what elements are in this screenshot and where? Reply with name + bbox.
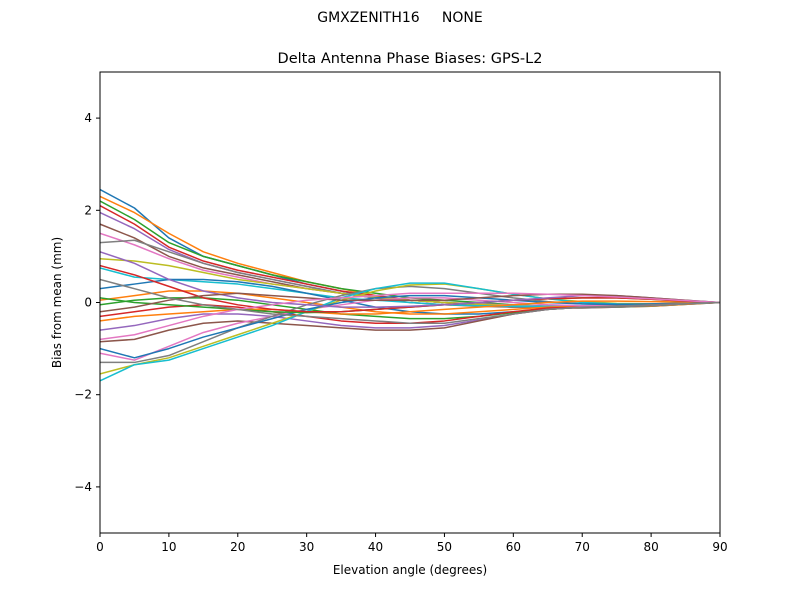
x-tick-label: 80 (643, 540, 658, 554)
x-tick-label: 30 (299, 540, 314, 554)
series-line-21 (100, 294, 720, 359)
x-tick-label: 20 (230, 540, 245, 554)
x-tick-label: 70 (575, 540, 590, 554)
y-axis-ticks: −4 −2 0 2 4 (74, 111, 100, 494)
y-tick-label: −4 (74, 480, 92, 494)
y-axis-label: Bias from mean (mm) (50, 237, 64, 368)
x-tick-label: 50 (437, 540, 452, 554)
series-line-28 (100, 278, 720, 324)
series-lines (100, 188, 720, 382)
figure-suptitle: GMXZENITH16 NONE (317, 10, 483, 26)
x-tick-label: 10 (161, 540, 176, 554)
x-tick-label: 0 (96, 540, 104, 554)
y-tick-label: 2 (84, 203, 92, 217)
y-tick-label: 4 (84, 111, 92, 125)
series-line-27 (100, 292, 720, 341)
chart-title: Delta Antenna Phase Biases: GPS-L2 (278, 51, 543, 67)
x-axis-label: Elevation angle (degrees) (333, 563, 487, 577)
series-line-24 (100, 264, 720, 313)
series-line-1 (100, 188, 720, 308)
x-tick-label: 90 (712, 540, 727, 554)
x-tick-label: 60 (506, 540, 521, 554)
series-line-22 (100, 300, 720, 322)
y-tick-label: 0 (84, 296, 92, 310)
x-tick-label: 40 (368, 540, 383, 554)
x-axis-ticks: 0 10 20 30 40 50 60 70 80 90 (96, 533, 728, 554)
series-line-26 (100, 292, 720, 313)
y-tick-label: −2 (74, 388, 92, 402)
series-line-4 (100, 205, 720, 308)
